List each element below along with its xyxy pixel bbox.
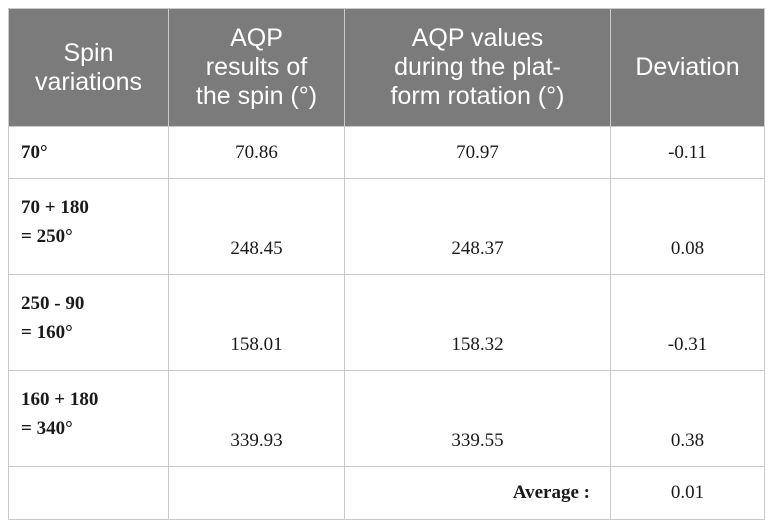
header-aqp-results-spin: AQP results of the spin (°) [168, 8, 345, 127]
cell-spin-variation: 70 + 180 = 250° [8, 178, 169, 275]
cell-aqp-platform: 70.97 [344, 126, 611, 179]
cell-deviation: -0.31 [610, 274, 765, 371]
cell-aqp-platform: 339.55 [344, 370, 611, 467]
table-row: 70 + 180 = 250° 248.45 248.37 0.08 [8, 178, 765, 275]
header-aqp-values-platform: AQP values during the plat- form rotatio… [344, 8, 611, 127]
average-row: Average : 0.01 [8, 466, 765, 520]
cell-aqp-spin: 158.01 [168, 274, 345, 371]
average-value: 0.01 [610, 466, 765, 520]
table-header-row: Spin variations AQP results of the spin … [8, 8, 765, 127]
cell-spin-variation: 160 + 180 = 340° [8, 370, 169, 467]
cell-aqp-platform: 248.37 [344, 178, 611, 275]
table-row: 70° 70.86 70.97 -0.11 [8, 126, 765, 179]
header-spin-variations: Spin variations [8, 8, 169, 127]
empty-cell [8, 466, 169, 520]
cell-spin-variation: 250 - 90 = 160° [8, 274, 169, 371]
header-deviation: Deviation [610, 8, 765, 127]
results-table-container: Spin variations AQP results of the spin … [8, 8, 765, 520]
average-label: Average : [344, 466, 611, 520]
cell-aqp-spin: 70.86 [168, 126, 345, 179]
table-row: 250 - 90 = 160° 158.01 158.32 -0.31 [8, 274, 765, 371]
empty-cell [168, 466, 345, 520]
cell-aqp-spin: 339.93 [168, 370, 345, 467]
table-row: 160 + 180 = 340° 339.93 339.55 0.38 [8, 370, 765, 467]
cell-deviation: 0.38 [610, 370, 765, 467]
aqp-results-table: Spin variations AQP results of the spin … [8, 8, 765, 520]
cell-spin-variation: 70° [8, 126, 169, 179]
cell-deviation: -0.11 [610, 126, 765, 179]
cell-aqp-spin: 248.45 [168, 178, 345, 275]
cell-deviation: 0.08 [610, 178, 765, 275]
cell-aqp-platform: 158.32 [344, 274, 611, 371]
